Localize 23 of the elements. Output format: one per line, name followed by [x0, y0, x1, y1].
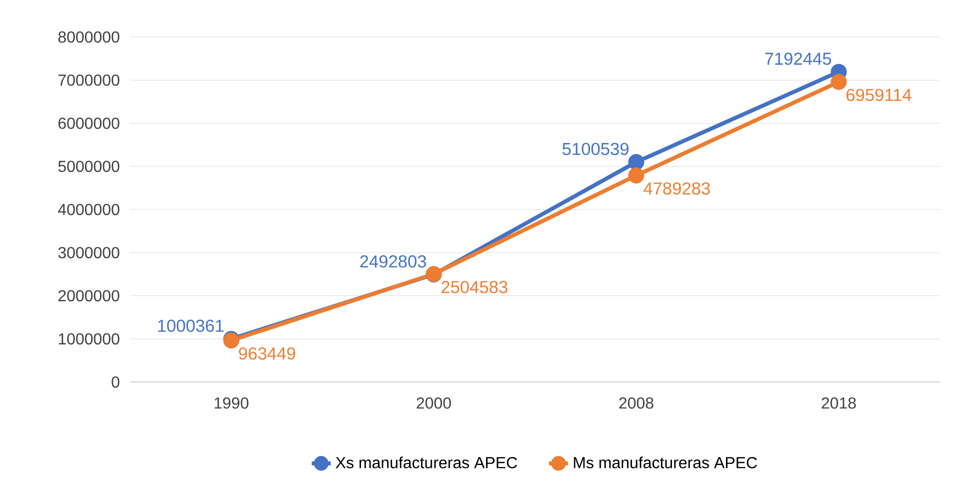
data-label: 2492803: [360, 255, 426, 268]
legend-label: Xs manufactureras APEC: [336, 456, 518, 468]
data-label: 963449: [239, 347, 296, 360]
y-tick-label: 5000000: [58, 160, 120, 172]
y-tick-label: 4000000: [58, 204, 120, 216]
legend-label: Ms manufactureras APEC: [574, 456, 757, 468]
data-label: 4789283: [644, 182, 710, 195]
y-tick-label: 7000000: [58, 74, 120, 86]
x-tick-label: 2000: [416, 397, 451, 409]
y-tick-label: 6000000: [58, 118, 120, 129]
y-tick-label: 3000000: [58, 246, 120, 258]
data-label: 1000361: [158, 320, 224, 332]
data-label: 2504583: [442, 280, 508, 294]
x-tick-label: 2008: [619, 397, 654, 409]
data-label: 7192445: [765, 52, 832, 65]
y-tick-label: 8000000: [58, 31, 120, 43]
data-label: 5100539: [562, 142, 628, 156]
y-tick-label: 2000000: [58, 290, 120, 302]
y-tick-label: 1000000: [58, 333, 120, 345]
x-tick-label: 2018: [822, 397, 856, 409]
y-tick-label: 0: [112, 376, 120, 388]
x-tick-label: 1990: [214, 397, 248, 409]
data-label: 6959114: [846, 88, 912, 102]
